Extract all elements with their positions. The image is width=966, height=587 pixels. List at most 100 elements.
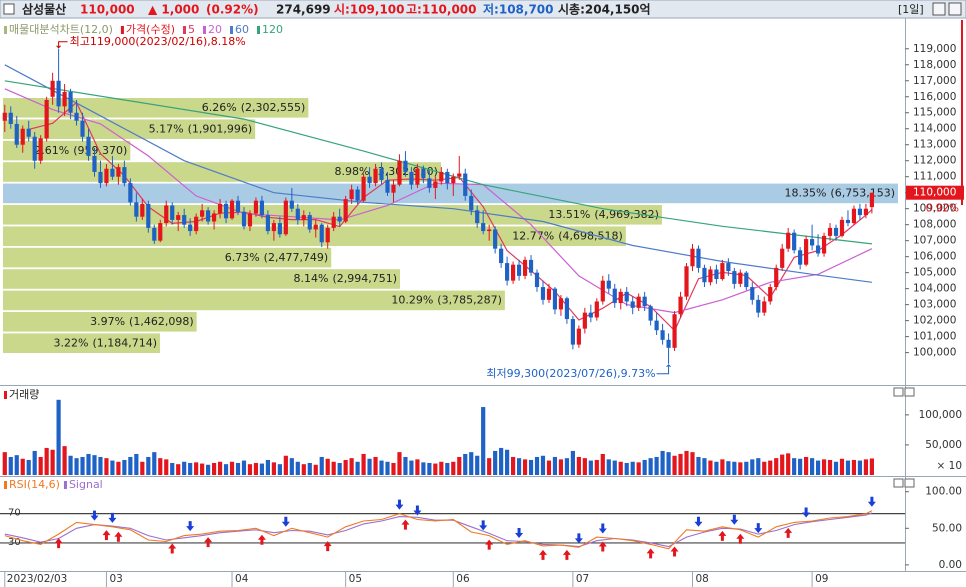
profile-volume: (4,969,382): [594, 208, 659, 221]
candle-body: [229, 200, 235, 219]
volume-bar: [403, 456, 408, 475]
volume-bar: [516, 458, 522, 475]
candle-body: [648, 306, 653, 321]
volume-bar: [277, 464, 282, 475]
candle-body: [307, 215, 312, 230]
profile-bar: [3, 247, 332, 268]
x-tick-label: 03: [109, 573, 122, 585]
candle-body: [397, 160, 402, 185]
volume-bar: [98, 456, 103, 475]
candle-body: [206, 210, 211, 222]
volume-bar: [774, 458, 779, 475]
candle-body: [14, 123, 19, 145]
candle-body: [540, 287, 546, 300]
candle-body: [714, 269, 719, 280]
candle-body: [68, 91, 73, 113]
x-tick-label: 05: [349, 573, 362, 585]
profile-bar: [3, 183, 898, 204]
candle-body: [56, 80, 61, 107]
candle-body: [636, 296, 641, 308]
legend-label: RSI(14,6): [9, 478, 60, 491]
y-tick-label: 113,000: [913, 139, 956, 151]
volume-bar: [188, 462, 193, 475]
panel-button[interactable]: [904, 387, 915, 397]
volume-bar: [481, 407, 486, 475]
candle-body: [176, 215, 181, 220]
close-button[interactable]: [948, 2, 962, 16]
buy-signal: [670, 546, 679, 557]
panel-button[interactable]: [904, 478, 915, 488]
volume-bar: [50, 449, 55, 475]
candle-body: [427, 178, 432, 188]
volume-bar: [804, 456, 809, 475]
candle-body: [810, 239, 815, 246]
volume-bar: [283, 455, 288, 475]
candle-body: [211, 213, 217, 222]
legend-swatch: [63, 481, 67, 489]
layout-button[interactable]: [932, 2, 946, 16]
legend-label: 120: [262, 23, 283, 36]
candle-body: [451, 176, 456, 184]
candle-body: [582, 312, 587, 329]
profile-volume: (1,901,996): [188, 122, 253, 135]
legend-swatch: [183, 26, 186, 34]
volume-bar: [253, 462, 259, 475]
volume-bar: [86, 453, 91, 475]
volume-bar: [427, 462, 432, 475]
candle-body: [827, 227, 833, 236]
legend-swatch: [4, 391, 7, 399]
candle-body: [409, 171, 414, 185]
volume-bar: [445, 462, 450, 475]
candles: [2, 48, 874, 364]
candle-body: [182, 215, 187, 225]
x-tick-label: 08: [695, 573, 708, 585]
volume-bar: [289, 458, 294, 475]
volume-bar: [110, 460, 115, 475]
candle-body: [457, 173, 462, 177]
candle-body: [732, 271, 737, 284]
candle-body: [295, 208, 300, 220]
volume-bar: [92, 455, 97, 475]
volume-bar: [708, 460, 713, 475]
volume-bar: [116, 461, 121, 475]
volume-bar: [463, 453, 468, 475]
candle-body: [612, 288, 617, 304]
profile-label: 5.17% (1,901,996): [149, 122, 253, 135]
panel-button[interactable]: [893, 478, 904, 488]
candle-body: [821, 235, 827, 254]
volume-bar: [206, 464, 211, 475]
candle-body: [26, 128, 31, 137]
candle-body: [744, 272, 749, 288]
candle-body: [259, 200, 265, 216]
candle-body: [528, 259, 534, 273]
overlay: 매물대분석차트(12,0) 가격(수정) 5 20 60 120 100,000 101,00…: [0, 23, 964, 587]
legend-label: Signal: [69, 478, 103, 491]
legend-swatch: [4, 481, 7, 489]
buy-signal: [736, 533, 745, 544]
candle-body: [200, 210, 205, 217]
panel-button[interactable]: [893, 387, 904, 397]
volume-bar: [762, 461, 767, 475]
buy-signal: [562, 549, 571, 560]
volume-bar: [211, 462, 217, 475]
legend-swatch: [120, 26, 124, 34]
annotation-arrow: [56, 41, 68, 49]
period[interactable]: [1일]: [898, 2, 924, 16]
checkbox[interactable]: [3, 3, 15, 15]
candle-body: [92, 155, 97, 172]
candle-body: [80, 120, 85, 137]
candle-body: [415, 168, 420, 185]
candle-body: [839, 219, 845, 236]
volume-bar: [839, 458, 845, 475]
volume-bar: [56, 399, 61, 475]
volume-bar: [714, 461, 719, 475]
volume-bar: [869, 458, 874, 475]
volume-bar: [833, 461, 839, 475]
buy-signal: [598, 541, 607, 552]
profile-label: 18.35% (6,753,153): [784, 187, 895, 200]
profile-bar: [3, 119, 256, 139]
volume-bar: [122, 459, 127, 475]
volume-bar: [128, 456, 133, 475]
candle-body: [379, 168, 384, 180]
candle-body: [570, 319, 575, 345]
